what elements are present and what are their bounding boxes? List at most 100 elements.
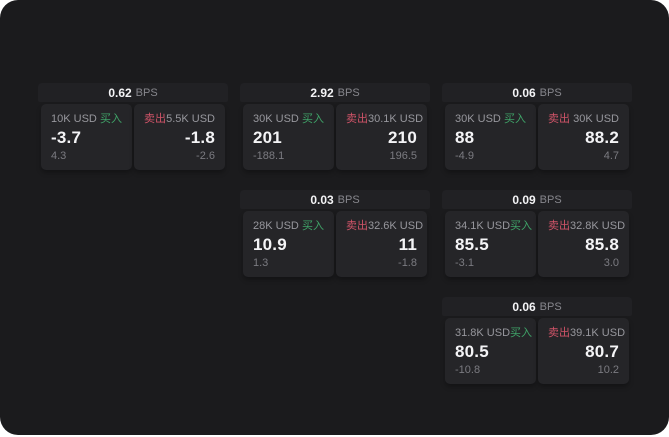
buy-price: 80.5 [455, 342, 489, 361]
buy-price: 85.5 [455, 235, 489, 254]
buy-quote-panel[interactable]: 31.8K USD 买入 80.5 -10.8 [445, 318, 536, 384]
buy-side-label: 买入 [510, 220, 533, 232]
quote-card-body: 34.1K USD 买入 85.5 -3.1 卖出 32.8K USD 85.8… [442, 209, 632, 277]
sell-side-label: 卖出 [346, 220, 368, 232]
buy-side-label: 买入 [302, 220, 324, 232]
bps-value: 0.62 [108, 85, 132, 100]
bps-value: 0.06 [512, 85, 536, 100]
sell-quote-panel[interactable]: 卖出 32.6K USD 11 -1.8 [336, 211, 427, 277]
bps-unit-label: BPS [337, 86, 360, 99]
sell-price: 88.2 [585, 128, 619, 147]
buy-price: -3.7 [51, 128, 82, 147]
buy-panel-top: 30K USD 买入 [253, 113, 324, 126]
quote-card: 2.92 BPS 30K USD 买入 201 -188.1 卖出 30.1K … [240, 83, 430, 170]
buy-panel-top: 30K USD 买入 [455, 113, 526, 126]
buy-sub-value: 4.3 [51, 150, 67, 162]
sell-panel-top: 卖出 5.5K USD [144, 113, 215, 126]
buy-quote-panel[interactable]: 28K USD 买入 10.9 1.3 [243, 211, 334, 277]
sell-quote-panel[interactable]: 卖出 30.1K USD 210 196.5 [336, 104, 427, 170]
quote-card-body: 28K USD 买入 10.9 1.3 卖出 32.6K USD 11 -1.8 [240, 209, 430, 277]
quote-card: 0.06 BPS 31.8K USD 买入 80.5 -10.8 卖出 39.1… [442, 297, 632, 384]
sell-price: 85.8 [585, 235, 619, 254]
sell-price: -1.8 [184, 128, 215, 147]
sell-side-label: 卖出 [548, 113, 570, 125]
sell-price: 210 [388, 128, 417, 147]
bps-value: 2.92 [310, 85, 334, 100]
sell-quote-panel[interactable]: 卖出 5.5K USD -1.8 -2.6 [134, 104, 225, 170]
sell-quote-panel[interactable]: 卖出 30K USD 88.2 4.7 [538, 104, 629, 170]
buy-sub-value: -3.1 [455, 257, 474, 269]
buy-amount: 30K USD [455, 113, 501, 125]
sell-amount: 30K USD [573, 113, 619, 125]
buy-side-label: 买入 [504, 113, 526, 125]
sell-quote-panel[interactable]: 卖出 32.8K USD 85.8 3.0 [538, 211, 629, 277]
buy-amount: 10K USD [51, 113, 97, 125]
buy-price: 201 [253, 128, 282, 147]
sell-panel-top: 卖出 32.6K USD [346, 220, 423, 233]
sell-sub-value: 4.7 [603, 150, 619, 162]
bps-header: 2.92 BPS [240, 83, 430, 102]
sell-side-label: 卖出 [548, 327, 570, 339]
buy-panel-top: 31.8K USD 买入 [455, 327, 532, 340]
buy-quote-panel[interactable]: 34.1K USD 买入 85.5 -3.1 [445, 211, 536, 277]
bps-header: 0.62 BPS [38, 83, 228, 102]
buy-price: 10.9 [253, 235, 287, 254]
bps-unit-label: BPS [539, 86, 562, 99]
buy-amount: 28K USD [253, 220, 299, 232]
bps-value: 0.06 [512, 299, 536, 314]
quote-card-body: 31.8K USD 买入 80.5 -10.8 卖出 39.1K USD 80.… [442, 316, 632, 384]
quote-card: 0.06 BPS 30K USD 买入 88 -4.9 卖出 30K USD 8… [442, 83, 632, 170]
buy-sub-value: -10.8 [455, 364, 481, 376]
buy-sub-value: -4.9 [455, 150, 474, 162]
buy-side-label: 买入 [510, 327, 533, 339]
quote-card-body: 30K USD 买入 88 -4.9 卖出 30K USD 88.2 4.7 [442, 102, 632, 170]
buy-sub-value: 1.3 [253, 257, 269, 269]
bps-value: 0.03 [310, 192, 334, 207]
sell-sub-value: 196.5 [389, 150, 417, 162]
sell-price: 80.7 [585, 342, 619, 361]
quote-card-body: 10K USD 买入 -3.7 4.3 卖出 5.5K USD -1.8 -2.… [38, 102, 228, 170]
buy-quote-panel[interactable]: 10K USD 买入 -3.7 4.3 [41, 104, 132, 170]
sell-amount: 39.1K USD [570, 327, 626, 339]
buy-amount: 31.8K USD [455, 327, 511, 339]
quote-card: 0.62 BPS 10K USD 买入 -3.7 4.3 卖出 5.5K USD… [38, 83, 228, 170]
sell-quote-panel[interactable]: 卖出 39.1K USD 80.7 10.2 [538, 318, 629, 384]
sell-sub-value: -2.6 [196, 150, 215, 162]
buy-amount: 30K USD [253, 113, 299, 125]
sell-side-label: 卖出 [144, 113, 166, 125]
buy-quote-panel[interactable]: 30K USD 买入 201 -188.1 [243, 104, 334, 170]
buy-panel-top: 34.1K USD 买入 [455, 220, 532, 233]
sell-panel-top: 卖出 30.1K USD [346, 113, 423, 126]
buy-amount: 34.1K USD [455, 220, 511, 232]
bps-unit-label: BPS [539, 300, 562, 313]
sell-panel-top: 卖出 39.1K USD [548, 327, 625, 340]
sell-panel-top: 卖出 30K USD [548, 113, 619, 126]
sell-amount: 32.8K USD [570, 220, 626, 232]
sell-sub-value: -1.8 [398, 257, 417, 269]
bps-unit-label: BPS [337, 193, 360, 206]
bps-header: 0.06 BPS [442, 83, 632, 102]
bps-value: 0.09 [512, 192, 536, 207]
quote-card: 0.03 BPS 28K USD 买入 10.9 1.3 卖出 32.6K US… [240, 190, 430, 277]
buy-quote-panel[interactable]: 30K USD 买入 88 -4.9 [445, 104, 536, 170]
sell-sub-value: 3.0 [603, 257, 619, 269]
quotes-grid: 0.62 BPS 10K USD 买入 -3.7 4.3 卖出 5.5K USD… [38, 83, 632, 384]
buy-panel-top: 10K USD 买入 [51, 113, 122, 126]
sell-price: 11 [398, 235, 417, 254]
sell-amount: 5.5K USD [166, 113, 215, 125]
sell-amount: 30.1K USD [368, 113, 424, 125]
quote-card-body: 30K USD 买入 201 -188.1 卖出 30.1K USD 210 1… [240, 102, 430, 170]
bps-unit-label: BPS [539, 193, 562, 206]
bps-header: 0.03 BPS [240, 190, 430, 209]
bps-unit-label: BPS [135, 86, 158, 99]
quote-card: 0.09 BPS 34.1K USD 买入 85.5 -3.1 卖出 32.8K… [442, 190, 632, 277]
sell-side-label: 卖出 [548, 220, 570, 232]
bps-header: 0.06 BPS [442, 297, 632, 316]
sell-panel-top: 卖出 32.8K USD [548, 220, 625, 233]
buy-side-label: 买入 [302, 113, 324, 125]
buy-sub-value: -188.1 [253, 150, 285, 162]
sell-sub-value: 10.2 [597, 364, 619, 376]
sell-side-label: 卖出 [346, 113, 368, 125]
